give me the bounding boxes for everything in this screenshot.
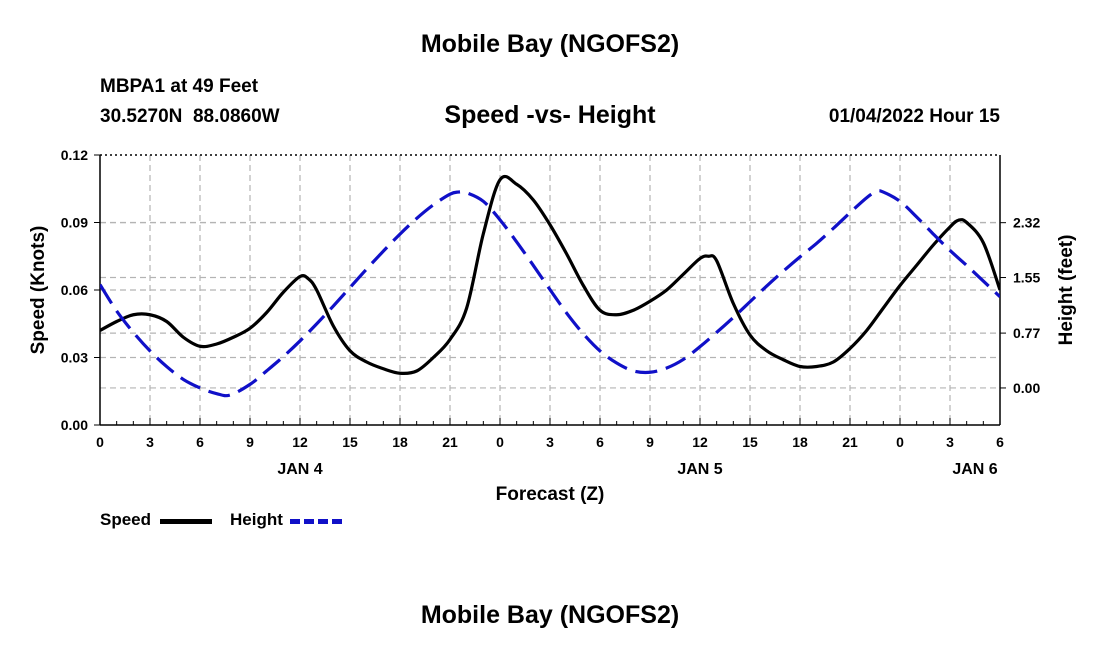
height-series-line bbox=[100, 189, 1000, 398]
x-tick-label: 12 bbox=[692, 434, 708, 450]
x-tick-label: 0 bbox=[496, 434, 504, 450]
legend-height-swatch bbox=[290, 519, 342, 524]
y-tick-label: 0.03 bbox=[61, 350, 88, 366]
x-tick-label: 3 bbox=[546, 434, 554, 450]
y-tick-label: 0.00 bbox=[61, 417, 88, 433]
x-tick-label: 3 bbox=[146, 434, 154, 450]
y-tick-label: 0.12 bbox=[61, 147, 88, 163]
y2-tick-label: 1.55 bbox=[1013, 270, 1040, 286]
speed-series-line bbox=[100, 174, 1000, 376]
x-tick-label: 18 bbox=[392, 434, 408, 450]
x-date-label: JAN 5 bbox=[677, 461, 722, 478]
y-tick-label: 0.09 bbox=[61, 215, 88, 231]
y2-tick-label: 0.00 bbox=[1013, 380, 1040, 396]
x-date-label: JAN 6 bbox=[952, 461, 997, 478]
x-tick-label: 15 bbox=[342, 434, 358, 450]
x-axis-label: Forecast (Z) bbox=[496, 484, 605, 505]
x-tick-label: 21 bbox=[842, 434, 858, 450]
x-tick-label: 3 bbox=[946, 434, 954, 450]
station-label: MBPA1 at 49 Feet bbox=[100, 76, 259, 97]
x-tick-label: 0 bbox=[896, 434, 904, 450]
x-date-label: JAN 4 bbox=[277, 461, 322, 478]
y2-axis-label: Height (feet) bbox=[1056, 235, 1077, 346]
x-tick-label: 18 bbox=[792, 434, 808, 450]
y-axis-label: Speed (Knots) bbox=[28, 226, 49, 355]
x-tick-label: 12 bbox=[292, 434, 308, 450]
x-tick-label: 21 bbox=[442, 434, 458, 450]
y2-tick-label: 0.77 bbox=[1013, 325, 1040, 341]
x-tick-label: 9 bbox=[246, 434, 254, 450]
x-tick-label: 9 bbox=[646, 434, 654, 450]
page-title: Mobile Bay (NGOFS2) bbox=[420, 30, 680, 58]
legend-speed-label: Speed bbox=[100, 510, 152, 529]
station-coordinates: 30.5270N 88.0860W bbox=[100, 106, 280, 127]
x-tick-label: 6 bbox=[596, 434, 604, 450]
x-tick-label: 6 bbox=[996, 434, 1004, 450]
x-tick-label: 15 bbox=[742, 434, 758, 450]
x-tick-label: 6 bbox=[196, 434, 204, 450]
chart-title: Speed -vs- Height bbox=[444, 101, 656, 129]
legend-height-label: Height bbox=[230, 510, 283, 529]
forecast-datetime: 01/04/2022 Hour 15 bbox=[828, 106, 1000, 127]
y-tick-label: 0.06 bbox=[61, 282, 88, 298]
legend-speed-swatch bbox=[160, 519, 212, 524]
speed-height-chart: 0 3 6 9 12 15 18 21 0 3 6 9 12 15 18 21 0 3 6 JAN 4 JAN 5 JAN… bbox=[28, 147, 1077, 505]
x-tick-label: 0 bbox=[96, 434, 104, 450]
y2-tick-label: 2.32 bbox=[1013, 215, 1040, 231]
footer-title: Mobile Bay (NGOFS2) bbox=[420, 601, 680, 629]
